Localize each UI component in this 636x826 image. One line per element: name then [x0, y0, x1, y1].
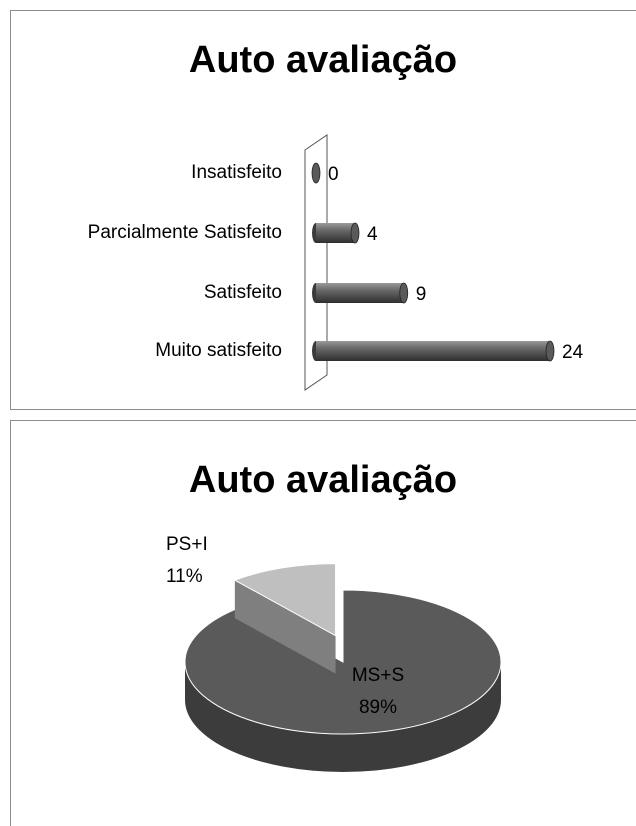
value-label: 0 — [328, 164, 339, 185]
bar-plot: Insatisfeito 0 Parcialmente Satisfeito 4 Sat… — [88, 162, 584, 363]
category-label: Satisfeito — [204, 282, 282, 303]
bar-cap — [545, 340, 555, 362]
chart-frame — [10, 420, 636, 826]
category-label: Muito satisfeito — [155, 340, 282, 361]
bar — [316, 223, 355, 243]
bar — [316, 283, 404, 303]
chart-frame — [10, 10, 636, 410]
bar-cap — [350, 222, 360, 244]
bar-cap — [399, 282, 409, 304]
pie-slice — [184, 589, 502, 735]
category-label: Insatisfeito — [191, 162, 282, 183]
bar — [316, 341, 550, 361]
axis-wall — [304, 134, 328, 391]
pie-plot: MS+S 89% PS+I 11% — [166, 534, 502, 772]
value-label: 24 — [562, 342, 584, 363]
category-label: MS+S — [352, 665, 404, 686]
value-label: 4 — [367, 224, 378, 245]
value-label: 9 — [416, 284, 427, 305]
pie-side — [185, 662, 501, 772]
chart-title: Auto avaliação — [189, 459, 457, 501]
bar-cap — [311, 162, 321, 184]
category-label: Parcialmente Satisfeito — [88, 222, 282, 243]
category-label: PS+I — [166, 534, 208, 555]
pie-side — [234, 580, 336, 674]
pie-slice — [233, 563, 337, 637]
value-label: 11% — [166, 566, 203, 587]
chart-title: Auto avaliação — [189, 39, 457, 81]
value-label: 89% — [359, 697, 397, 718]
